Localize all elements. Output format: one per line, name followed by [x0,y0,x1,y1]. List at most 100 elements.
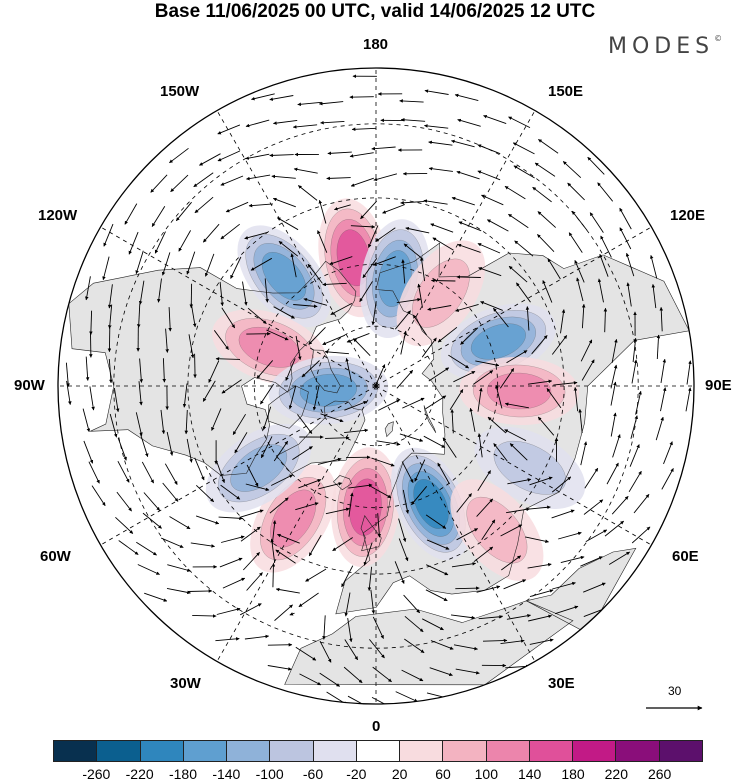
wind-vector [487,416,507,434]
wind-vector [270,538,276,563]
wind-vector [269,95,294,101]
wind-vector [527,379,553,385]
colorbar-segment [54,741,98,761]
wind-vector [431,278,456,283]
wind-vector [65,362,70,387]
wind-vector [220,535,245,543]
wind-vector [478,267,502,277]
colorbar-tick-label: 140 [517,766,542,782]
wind-vector [426,564,449,576]
wind-vector [663,441,673,465]
wind-vector [136,303,141,328]
wind-vector [610,412,617,437]
meridian-210 [216,110,377,387]
wind-vector [262,406,272,431]
wind-vector [651,283,657,309]
wind-vector [423,435,446,448]
wind-vector [138,381,143,406]
wind-vector [686,360,692,385]
wind-vector [116,491,132,512]
wind-vector [423,199,448,205]
parallel-45N [187,197,565,575]
anomaly-neg-75W-3 [299,373,358,407]
wind-vector [202,380,216,402]
wind-vector [347,695,370,704]
wind-vector [332,537,353,552]
wind-vector [85,356,90,381]
wind-vector [165,328,169,353]
wind-vector [182,383,188,408]
wind-vector [317,230,328,253]
wind-vector [477,243,501,254]
wind-vector [403,243,423,260]
wind-vector [248,203,274,208]
land-arabia [526,548,636,630]
coast-novaya-zemlya [423,405,437,433]
wind-vector [109,413,118,438]
wind-vector [303,297,328,306]
colorbar-segment [400,741,444,761]
wind-vector [139,433,149,458]
wind-vector [451,196,475,206]
wind-vector [370,589,376,614]
wind-vector [649,254,658,279]
wind-vector [448,354,470,369]
wind-vector [630,415,639,439]
colorbar-segment [486,741,530,761]
wind-vector [135,250,144,275]
wind-vector [560,309,566,334]
wind-vector [476,498,494,517]
wind-vector [453,644,478,651]
wind-vector [493,307,509,328]
wind-vector [469,407,476,432]
wind-vector [244,634,270,640]
wind-vector [534,162,556,177]
wind-vector [326,176,351,181]
wind-vector [269,497,289,514]
wind-vector [400,200,425,205]
wind-vector [343,666,363,684]
wind-vector [529,476,553,486]
wind-vector [430,223,454,233]
wind-vector [278,240,299,257]
colorbar-segment [313,741,357,761]
wind-vector [456,493,472,513]
wind-vector [322,615,326,640]
wind-vector [193,353,197,379]
wind-vector [525,306,530,331]
wind-vector [164,463,178,485]
wind-vector [242,552,260,571]
wind-vector [320,413,344,423]
wind-vector [194,457,205,481]
wind-vector [635,390,642,415]
wind-vector [553,381,578,386]
colorbar-tick-label: 60 [435,766,451,782]
wind-vector [305,568,327,582]
wind-vector [308,326,326,345]
wind-vector [546,388,562,409]
wind-vector [351,127,377,132]
wind-vector [330,303,353,315]
wind-vector [506,350,528,364]
wind-vector [576,277,584,302]
wind-vector [551,476,572,493]
wind-vector [82,408,91,433]
wind-vector [372,666,392,683]
map-boundary [57,67,695,705]
wind-vector [503,579,527,590]
lon-label-60E: 60E [672,548,699,565]
wind-vector [217,124,241,135]
wind-vector [295,502,319,511]
wind-vector [190,542,215,548]
wind-vector [375,227,396,242]
map-title: Base 11/06/2025 00 UTC, valid 14/06/2025… [154,1,596,22]
wind-vector [369,485,392,499]
wind-vector [371,146,396,151]
wind-vector [275,587,300,594]
wind-vector [493,443,508,462]
wind-vector [376,440,401,446]
wind-vector [219,557,243,568]
wind-vector [611,338,618,363]
colorbar-segment [270,741,314,761]
land-svalbard [385,421,394,437]
